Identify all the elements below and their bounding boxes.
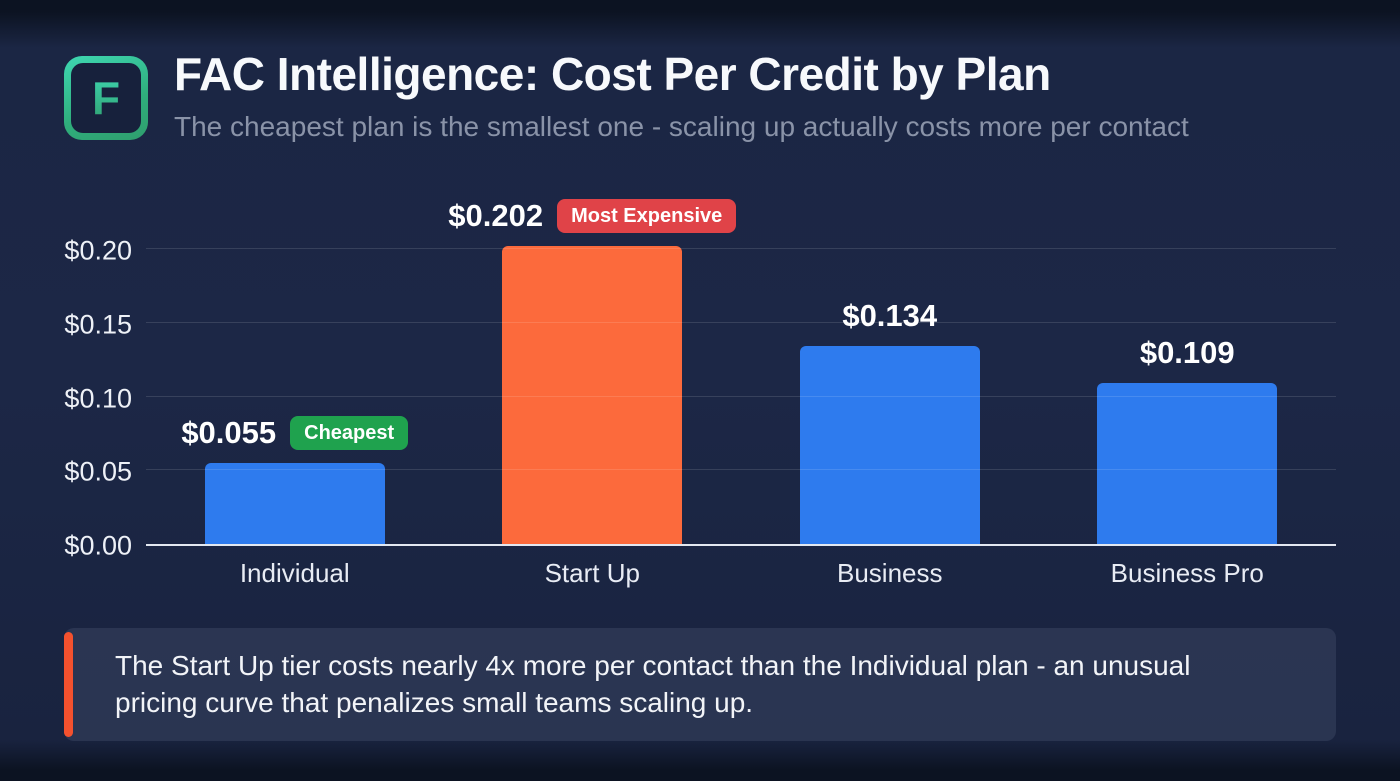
y-axis: $0.00 $0.05 $0.10 $0.15 $0.20	[64, 190, 146, 561]
page-subtitle: The cheapest plan is the smallest one - …	[174, 110, 1189, 142]
bar-value-label: $0.055	[181, 414, 277, 450]
x-tick-label: Start Up	[544, 558, 640, 588]
x-tick-label: Individual	[239, 558, 350, 588]
logo-icon: F	[64, 56, 148, 140]
bar-value-row: $0.202 Most Expensive	[448, 198, 737, 234]
bar-value-label: $0.202	[448, 198, 544, 234]
gridline	[146, 248, 1336, 249]
bar-chart: $0.00 $0.05 $0.10 $0.15 $0.20 $0.055 Cheapest…	[64, 190, 1336, 589]
y-tick-label: $0.00	[64, 530, 132, 561]
plot-area: $0.055 Cheapest $0.202 Most Expensive $0.134…	[146, 190, 1336, 546]
bar-column: $0.134	[741, 190, 1039, 544]
insight-callout: The Start Up tier costs nearly 4x more p…	[64, 628, 1336, 741]
y-tick-label: $0.20	[64, 235, 132, 266]
page-title: FAC Intelligence: Cost Per Credit by Pla…	[174, 48, 1051, 100]
bar	[204, 462, 385, 544]
y-tick-label: $0.05	[64, 456, 132, 487]
logo-inner: F	[71, 63, 141, 133]
bar-value-label: $0.134	[842, 298, 938, 334]
bar-badge: Cheapest	[290, 415, 409, 450]
x-tick-label: Business	[837, 558, 943, 588]
header: F FAC Intelligence: Cost Per Credit by P…	[64, 48, 1189, 143]
callout-text: The Start Up tier costs nearly 4x more p…	[115, 649, 1191, 718]
bar-value-label: $0.109	[1139, 335, 1235, 371]
bars-row: $0.055 Cheapest $0.202 Most Expensive $0.134…	[146, 190, 1336, 544]
gridline	[146, 395, 1336, 397]
gridline	[146, 469, 1336, 471]
header-text: FAC Intelligence: Cost Per Credit by Pla…	[174, 48, 1189, 143]
bar-column: $0.109	[1039, 190, 1337, 544]
x-tick-label: Business Pro	[1110, 558, 1264, 588]
logo-letter: F	[91, 72, 121, 124]
x-axis-labels: Individual Start Up Business Business Pro	[146, 558, 1336, 589]
bar	[502, 246, 683, 544]
bar-column: $0.055 Cheapest	[146, 190, 444, 544]
bar	[799, 346, 980, 544]
bar-value-row: $0.134	[842, 298, 937, 334]
bar-badge: Most Expensive	[557, 199, 737, 234]
bar-value-row: $0.055 Cheapest	[181, 414, 409, 451]
y-tick-label: $0.10	[64, 383, 132, 413]
bar-value-row: $0.109	[1140, 335, 1235, 371]
callout-accent-bar	[64, 632, 73, 737]
chart-body: $0.00 $0.05 $0.10 $0.15 $0.20 $0.055 Cheapest…	[64, 190, 1336, 561]
bar	[1097, 383, 1278, 544]
gridline	[146, 321, 1336, 323]
y-tick-label: $0.15	[64, 309, 132, 340]
bar-column: $0.202 Most Expensive	[444, 190, 742, 544]
